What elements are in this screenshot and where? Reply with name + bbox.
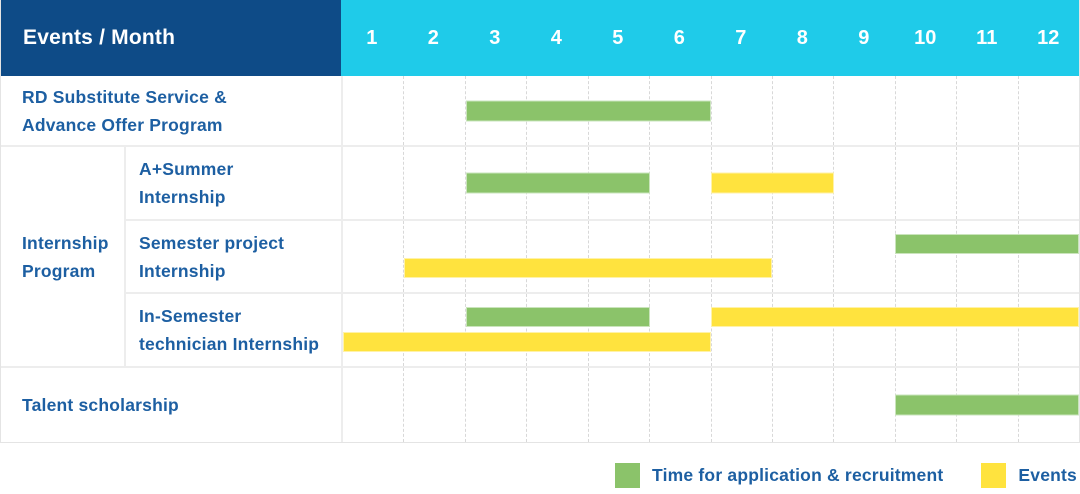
header-events-month: Events / Month <box>1 0 341 76</box>
gantt-bar-events-m2-m7 <box>404 258 773 278</box>
timeline-row-a-plus-summer <box>341 147 1079 221</box>
gantt-table: Events / Month 1 2 3 4 5 6 7 8 9 10 11 12 RD Substi… <box>0 0 1080 443</box>
row-label-talent-scholarship: Talent scholarship <box>22 395 179 415</box>
month-label-11: 11 <box>976 26 998 49</box>
month-label-4: 4 <box>550 26 562 49</box>
row-label-rd-substitute: RD Substitute Service & Advance Offer Pr… <box>1 76 341 147</box>
gantt-bar-events-m1-m6 <box>343 332 711 352</box>
month-label-5: 5 <box>612 26 624 49</box>
month-label-2: 2 <box>427 26 439 49</box>
timeline-row-semester-project <box>341 221 1079 294</box>
group-label-internship-program: Internship Program <box>1 147 126 368</box>
month-label-10: 10 <box>914 26 937 49</box>
timeline-row-rd-substitute <box>341 76 1079 147</box>
row-label-a-plus-summer: A+Summer Internship <box>126 147 341 221</box>
legend-label-events: Events <box>1018 464 1077 485</box>
gantt-bar-events-m7-m8 <box>711 172 834 194</box>
row-label-semester-project: Semester project Internship <box>126 221 341 294</box>
legend-label-application: Time for application & recruitment <box>652 464 944 485</box>
month-label-6: 6 <box>673 26 685 49</box>
month-label-7: 7 <box>735 26 747 49</box>
header-title: Events / Month <box>23 26 176 49</box>
legend-swatch-application <box>615 462 641 488</box>
row-label-in-semester-technician: In-Semester technician Internship <box>126 294 341 368</box>
legend: Time for application & recruitment Event… <box>615 461 1077 489</box>
timeline-row-talent-scholarship <box>341 368 1079 442</box>
month-gridlines <box>343 76 1079 145</box>
gantt-bar-events-m7-m12 <box>711 307 1079 327</box>
timeline-row-in-semester-technician <box>341 294 1079 368</box>
month-header-row: 1 2 3 4 5 6 7 8 9 10 11 12 <box>341 0 1079 76</box>
gantt-bar-application-m3-m5 <box>465 172 650 194</box>
month-label-1: 1 <box>366 26 378 49</box>
gantt-bar-application-m10-m12 <box>895 234 1079 254</box>
gantt-bar-application-m3-m5 <box>465 307 650 327</box>
month-label-8: 8 <box>796 26 808 49</box>
gantt-bar-application-m3-m6 <box>465 100 711 121</box>
month-label-9: 9 <box>858 26 870 49</box>
month-gridlines <box>343 294 1079 366</box>
legend-swatch-events <box>981 462 1007 488</box>
month-label-3: 3 <box>489 26 501 49</box>
gantt-bar-application-m10-m12 <box>895 394 1079 416</box>
month-label-12: 12 <box>1037 26 1060 49</box>
month-gridlines <box>343 221 1079 292</box>
